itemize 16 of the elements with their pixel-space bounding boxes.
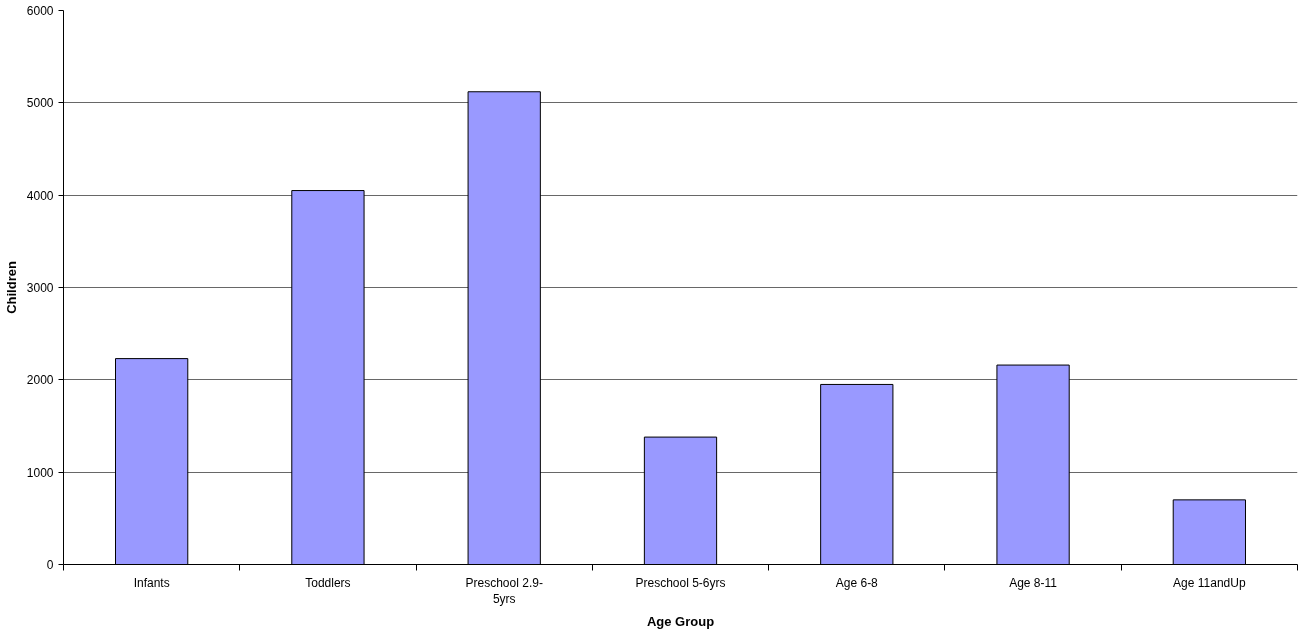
x-tick-label: Age 8-11	[1009, 575, 1058, 590]
x-tick-label: Age 6-8	[835, 575, 879, 590]
y-tick-label: 2000	[26, 373, 54, 388]
x-tick-label: Preschool 2.9-5yrs	[465, 575, 543, 607]
y-tick-label: 5000	[26, 96, 54, 111]
y-tick-label: 3000	[26, 281, 54, 295]
y-tick-label: 1000	[26, 465, 54, 480]
x-tick-label: Age 11andUp	[1173, 575, 1246, 590]
x-axis-title: Age Group	[646, 614, 715, 630]
x-tick-label: Toddlers	[305, 575, 351, 590]
y-axis-title: Children	[3, 261, 19, 314]
x-tick-label: Infants	[133, 575, 170, 590]
y-tick-label: 4000	[26, 188, 54, 203]
x-tick-label: Preschool 5-6yrs	[635, 575, 726, 590]
y-tick-label: 0	[46, 558, 54, 572]
y-tick-label: 6000	[26, 4, 54, 18]
